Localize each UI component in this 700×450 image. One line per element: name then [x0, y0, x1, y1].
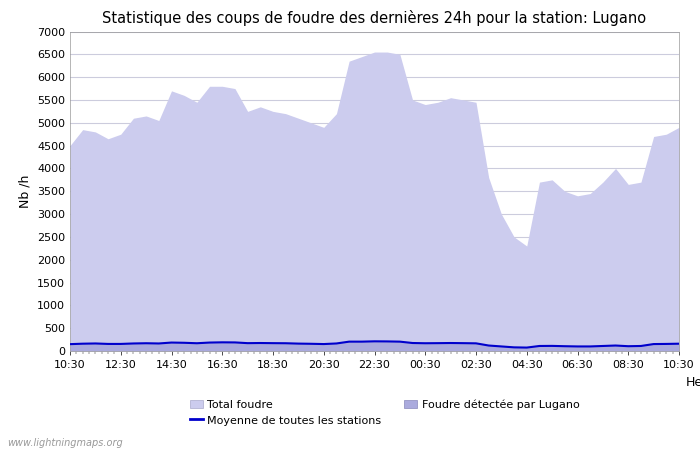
Y-axis label: Nb /h: Nb /h: [18, 175, 32, 208]
Legend: Total foudre, Moyenne de toutes les stations, Foudre détectée par Lugano: Total foudre, Moyenne de toutes les stat…: [186, 395, 584, 430]
Text: Heure: Heure: [686, 376, 700, 389]
Text: www.lightningmaps.org: www.lightningmaps.org: [7, 438, 122, 448]
Title: Statistique des coups de foudre des dernières 24h pour la station: Lugano: Statistique des coups de foudre des dern…: [102, 10, 647, 26]
